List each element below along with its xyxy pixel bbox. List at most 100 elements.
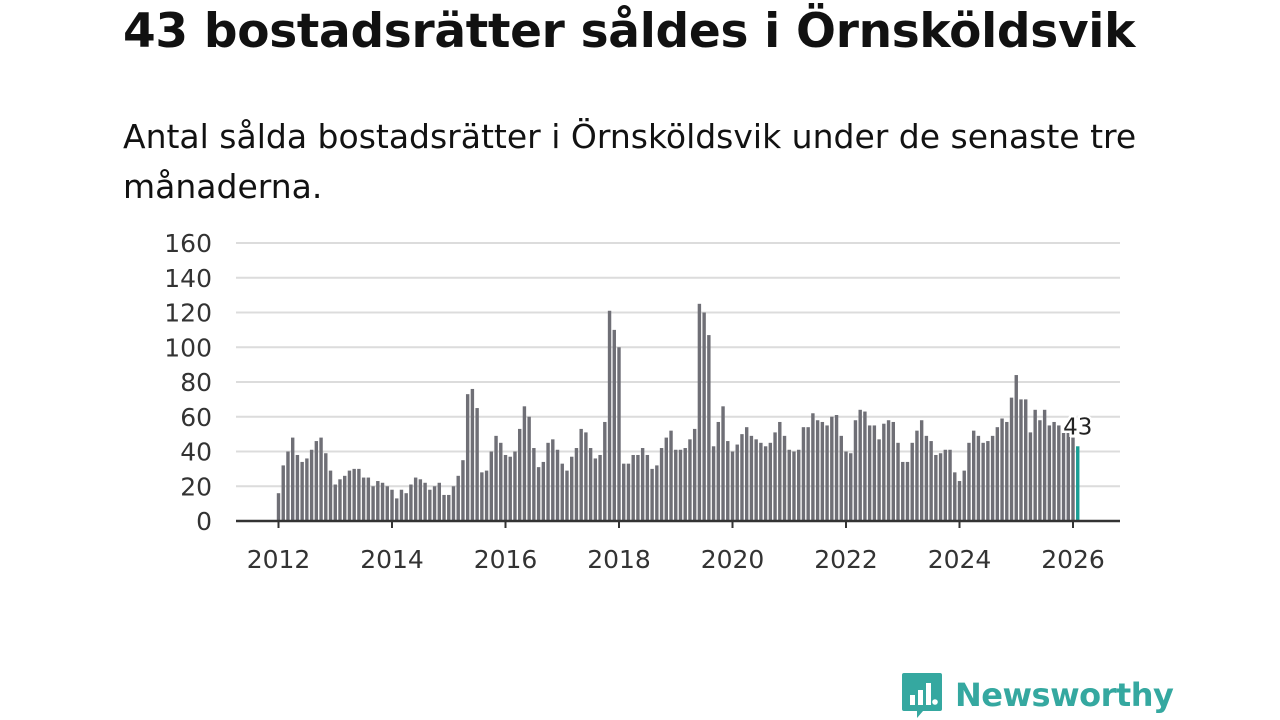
bar: [990, 435, 995, 521]
bar: [806, 427, 810, 521]
bar: [588, 448, 593, 521]
bar: [915, 430, 919, 521]
bar: [759, 442, 763, 521]
bar: [1014, 375, 1018, 521]
bar: [886, 420, 891, 521]
y-tick-label: 100: [164, 333, 212, 362]
bar: [489, 451, 494, 521]
bar: [352, 468, 356, 522]
bar: [579, 428, 583, 521]
bar: [655, 465, 659, 521]
bar: [413, 477, 418, 521]
bar: [863, 411, 867, 521]
bar: [494, 435, 498, 521]
bar: [740, 434, 744, 522]
bar: [622, 463, 626, 521]
bar: [357, 468, 361, 522]
bar: [555, 449, 560, 521]
bar: [919, 420, 924, 521]
bar: [849, 453, 853, 521]
bar: [536, 467, 541, 521]
bar: [295, 454, 300, 521]
bar: [560, 463, 564, 521]
x-tick-label: 2016: [474, 545, 538, 574]
bars: [276, 303, 1080, 522]
bar: [768, 442, 773, 521]
bar: [428, 489, 432, 521]
bar: [749, 435, 754, 521]
bar: [787, 449, 791, 521]
bar: [1000, 418, 1004, 521]
y-tick-label: 20: [180, 472, 212, 501]
bar: [324, 453, 328, 521]
bar: [801, 427, 806, 521]
bar: [442, 494, 446, 521]
bar: [309, 449, 314, 521]
bar: [418, 479, 423, 521]
bar: [896, 442, 900, 521]
bar: [286, 451, 290, 521]
bar: [338, 479, 342, 521]
brand-name: Newsworthy: [955, 676, 1174, 714]
bar: [967, 442, 971, 521]
bar: [929, 441, 933, 521]
bar: [631, 454, 635, 521]
brand-logo[interactable]: Newsworthy: [901, 670, 1174, 720]
bar: [688, 439, 692, 521]
bar: [957, 481, 962, 521]
bar: [867, 425, 872, 521]
bar: [395, 498, 399, 521]
bar: [541, 461, 546, 521]
bar: [744, 427, 749, 521]
bar: [711, 446, 716, 521]
bar: [612, 329, 616, 522]
bar: [626, 463, 631, 521]
bar: [437, 482, 441, 521]
bar: [432, 486, 437, 521]
bar: [1071, 437, 1075, 521]
bar: [565, 470, 569, 521]
bar: [877, 439, 881, 521]
bar: [461, 460, 465, 521]
x-tick-label: 2024: [928, 545, 992, 574]
bar: [650, 468, 654, 522]
bar: [782, 435, 787, 521]
bar: [735, 444, 739, 521]
bar: [513, 451, 517, 521]
bar: [934, 454, 938, 521]
bar: [366, 477, 371, 521]
x-tick-label: 2012: [247, 545, 311, 574]
bar: [659, 448, 664, 521]
bar: [948, 449, 952, 521]
y-axis-ticks: 0 20 40 60 80 100 120 140 160: [164, 229, 212, 536]
bar: [825, 425, 829, 521]
bar: [716, 421, 721, 521]
bar: [640, 448, 645, 521]
bar: [721, 406, 725, 521]
bar: [1019, 399, 1023, 522]
highlight-bar: [1076, 446, 1080, 521]
bar: [281, 465, 285, 521]
bar: [924, 435, 929, 521]
bar: [844, 451, 848, 521]
bar: [891, 421, 895, 521]
bar: [938, 453, 943, 521]
bar: [797, 449, 801, 521]
bar: [570, 456, 574, 521]
bar: [839, 435, 843, 521]
bar: [820, 421, 825, 521]
y-tick-label: 60: [180, 403, 212, 432]
bar: [617, 347, 621, 521]
bar: [872, 425, 877, 521]
y-tick-label: 140: [164, 264, 212, 293]
bar: [404, 493, 408, 521]
bar: [778, 421, 782, 521]
bar: [390, 489, 394, 521]
bar: [1047, 425, 1052, 521]
bar: [380, 482, 385, 521]
bar: [943, 449, 948, 521]
bar: [503, 454, 508, 521]
bar: [702, 312, 706, 521]
bar: [343, 475, 347, 521]
bar: [730, 451, 735, 521]
